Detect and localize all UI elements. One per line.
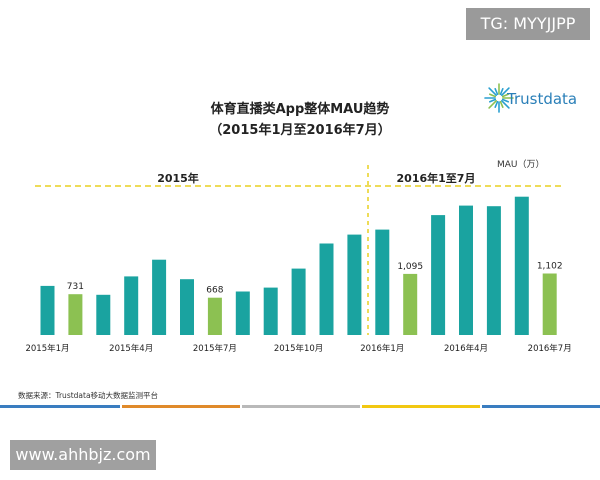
trustdata-logo: Trustdata (484, 83, 577, 113)
bar-2015年8月 (235, 291, 250, 335)
bar-2015年7月 (207, 297, 222, 335)
bar-2015年9月 (263, 287, 278, 335)
logo-ray (499, 88, 504, 96)
bar-2015年12月 (347, 234, 362, 335)
bar-2015年10月 (291, 268, 306, 335)
logo-ray (488, 93, 497, 98)
bar-2015年6月 (180, 279, 194, 335)
bar-2016年4月 (459, 205, 473, 335)
bar-2016年2月 (403, 273, 418, 335)
bar-2016年6月 (514, 196, 529, 335)
logo-ray (500, 87, 510, 96)
chart-title: 体育直播类App整体MAU趋势 (211, 101, 390, 117)
data-label-2016年2月: 1,095 (397, 262, 423, 272)
bar-2015年5月 (152, 259, 167, 335)
x-tick-2015年10月: 2015年10月 (274, 343, 323, 354)
footer-stripe-segment (0, 405, 120, 408)
period-label-2016: 2016年1至7月 (397, 171, 476, 185)
logo-ray (501, 98, 510, 103)
bar-2016年5月 (486, 206, 501, 335)
footer-stripe-segment (122, 405, 240, 408)
bar-2015年11月 (319, 243, 334, 335)
watermark-site: www.ahhbjz.com (10, 440, 156, 470)
watermark-tg: TG: MYYJJPP (466, 8, 590, 40)
data-label-2015年7月: 668 (206, 286, 223, 296)
brand-name: Trustdata (506, 90, 577, 108)
x-tick-2015年7月: 2015年7月 (193, 343, 237, 354)
footer-stripe-segment (242, 405, 360, 408)
bar-2016年3月 (431, 215, 446, 335)
x-tick-2016年4月: 2016年4月 (444, 343, 488, 354)
data-label-2016年7月: 1,102 (537, 262, 563, 272)
x-tick-2015年1月: 2015年1月 (25, 343, 69, 354)
logo-ray (499, 100, 504, 108)
bar-2016年1月 (375, 229, 390, 335)
bar-group (40, 196, 557, 335)
footer-stripe-segment (362, 405, 480, 408)
logo-ray (500, 100, 510, 109)
data-label-group: 731 668 1,095 1,102 (67, 262, 563, 296)
bar-2015年3月 (96, 294, 111, 335)
x-tick-2016年7月: 2016年7月 (528, 343, 572, 354)
logo-ray (488, 87, 498, 96)
starburst-icon (484, 83, 514, 113)
unit-label: MAU（万） (497, 159, 545, 170)
x-tick-2015年4月: 2015年4月 (109, 343, 153, 354)
bar-2015年2月 (68, 294, 83, 335)
bar-2016年7月 (542, 273, 557, 335)
chart-subtitle: （2015年1月至2016年7月） (209, 122, 390, 138)
logo-ray (494, 100, 499, 108)
bar-2015年4月 (124, 276, 139, 335)
logo-ray (501, 93, 510, 98)
period-label-2015: 2015年 (157, 171, 199, 185)
x-tick-group: 2015年1月 2015年4月 2015年7月 2015年10月 2016年1月 2016… (25, 343, 571, 354)
logo-ray (494, 88, 499, 96)
logo-ray (488, 100, 498, 109)
footer-stripe (0, 405, 600, 408)
bar-2015年1月 (40, 285, 55, 335)
footer-stripe-segment (482, 405, 600, 408)
x-tick-2016年1月: 2016年1月 (360, 343, 404, 354)
logo-ray (488, 98, 497, 103)
data-label-2015年2月: 731 (67, 282, 84, 292)
source-note: 数据来源：Trustdata移动大数据监测平台 (18, 390, 158, 400)
